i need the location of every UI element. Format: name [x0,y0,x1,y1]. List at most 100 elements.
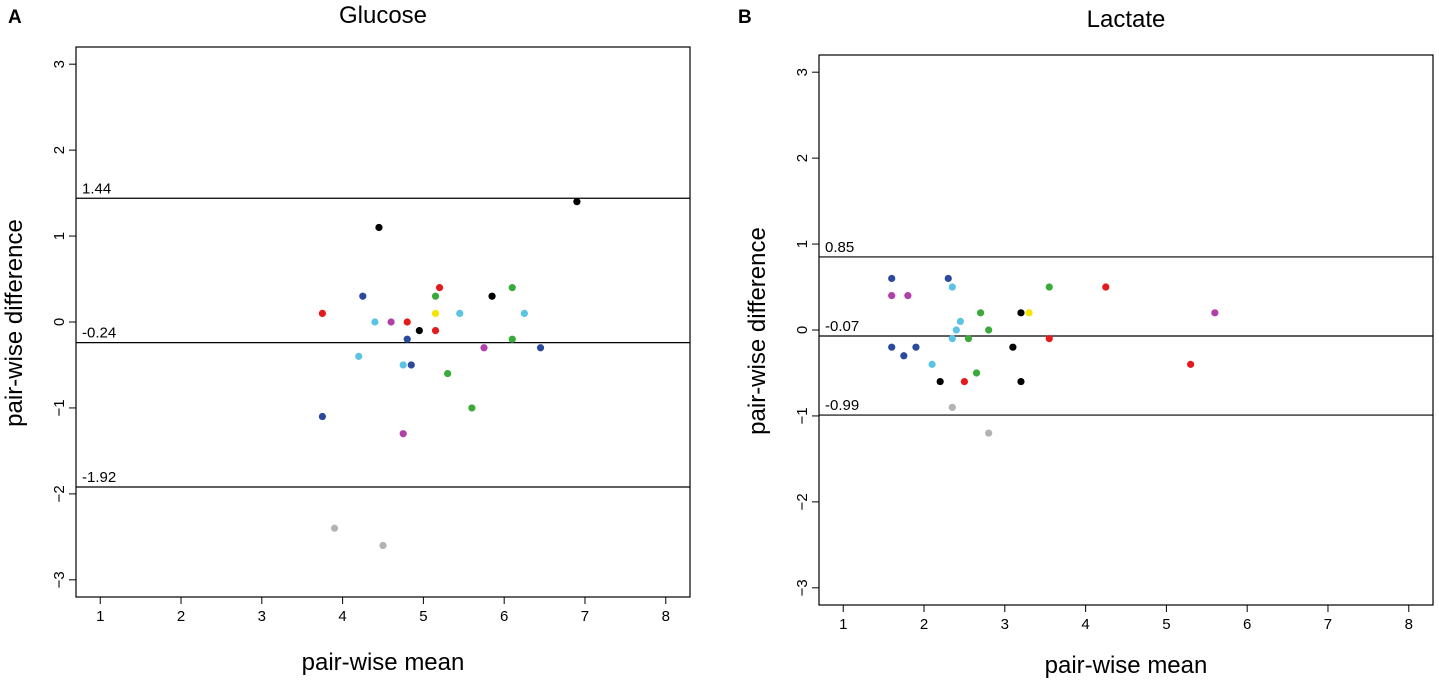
data-point [371,318,379,326]
data-point [508,284,516,292]
data-point [318,412,327,421]
data-point [912,343,920,351]
plot-frame [75,46,691,598]
data-point [431,326,440,335]
data-point [960,377,969,386]
data-point [330,524,339,532]
data-point [1045,283,1053,291]
y-axis-label: pair-wise difference [744,227,771,435]
data-point [985,326,993,334]
data-point [318,309,327,318]
data-point [956,317,964,326]
panel-b-lactate: B Lactate 1 2 3 4 5 6 7 8 −3 −2 −1 0 1 2 3 0.85 -0.07 -0… [738,6,1434,679]
data-point [985,429,993,437]
data-point [1187,360,1195,368]
reference-lines: 1.44 -0.24 -1.92 [76,180,690,488]
data-point [936,377,944,386]
data-point [944,274,952,283]
data-point [468,404,476,412]
data-point [444,369,452,378]
axis-ticks: 1 2 3 4 5 6 7 8 −3 −2 −1 0 1 2 3 [794,68,1413,633]
data-point [1017,377,1025,386]
y-tick-label: 0 [51,318,68,326]
data-point [972,369,981,377]
data-point [888,343,896,351]
plot-frame [818,54,1434,606]
data-point [976,309,985,317]
data-point [536,344,545,352]
data-point [399,430,407,438]
data-point [964,334,973,343]
data-point [359,292,367,300]
y-tick-label: 2 [794,154,811,162]
data-point [952,326,960,334]
y-tick-label: −3 [794,579,811,596]
x-tick-label: 7 [581,608,589,625]
data-point [1025,309,1033,317]
data-point [904,292,912,300]
data-point [573,198,581,206]
data-point [488,292,496,300]
data-point [387,318,395,326]
data-point [403,335,411,343]
data-point [399,361,407,369]
data-point [407,361,415,369]
reference-line-label: -0.07 [825,318,859,335]
data-point [520,309,528,318]
x-tick-label: 8 [662,608,670,625]
x-tick-label: 3 [1001,616,1009,633]
x-tick-label: 3 [258,608,266,625]
y-tick-label: 1 [51,232,68,240]
x-tick-label: 2 [177,608,185,625]
data-point [480,344,488,352]
data-point [1017,309,1025,317]
data-point [415,326,423,335]
data-point [1045,334,1053,343]
x-tick-label: 1 [839,616,847,633]
panel-a-glucose: A Glucose 1 2 3 4 5 6 7 8 −3 −2 −1 0 1 2 3 1.44 -0.24 -1… [1,2,691,676]
x-tick-label: 2 [920,616,928,633]
data-point [888,274,896,283]
x-tick-label: 4 [338,608,346,625]
data-point [948,283,956,291]
reference-line-label: 1.44 [82,180,111,197]
data-point [379,541,387,550]
data-point [508,335,516,343]
reference-line-label: -0.24 [82,325,116,342]
data-point [900,352,908,360]
y-tick-label: −3 [51,571,68,588]
x-axis-label: pair-wise mean [302,649,465,676]
data-point [456,309,464,318]
data-point [1211,309,1219,317]
x-tick-label: 8 [1405,616,1413,633]
data-points [318,198,581,550]
reference-lines: 0.85 -0.07 -0.99 [819,239,1433,416]
x-tick-label: 5 [1162,616,1170,633]
data-point [928,360,936,368]
data-point [431,309,440,318]
y-tick-label: −2 [794,493,811,510]
y-tick-label: −1 [794,407,811,424]
panel-letter: B [738,7,752,28]
panel-letter: A [8,7,22,28]
data-point [355,352,363,360]
x-tick-label: 7 [1324,616,1332,633]
y-tick-label: 2 [51,146,68,154]
data-point [1102,283,1110,291]
y-axis-label: pair-wise difference [1,219,28,427]
x-tick-label: 6 [1243,616,1251,633]
y-tick-label: −2 [51,485,68,502]
data-point [435,284,444,292]
data-points [888,274,1219,437]
x-axis-label: pair-wise mean [1045,652,1208,679]
data-point [403,318,411,326]
x-tick-label: 5 [419,608,427,625]
reference-line-label: 0.85 [825,239,854,256]
reference-line-label: -0.99 [825,397,859,414]
data-point [948,334,956,343]
chart-title: Lactate [1087,6,1166,33]
chart-title: Glucose [339,2,427,29]
data-point [375,223,383,232]
data-point [948,403,956,411]
